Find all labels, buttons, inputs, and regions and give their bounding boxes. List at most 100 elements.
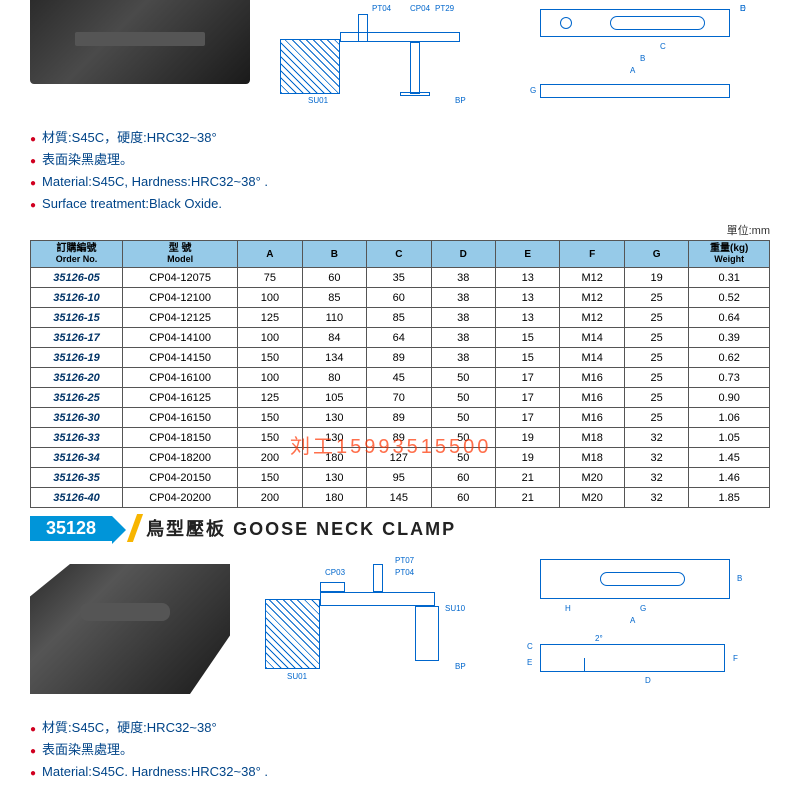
table-row: 35126-05CP04-120757560353813M12190.31 — [31, 268, 770, 288]
table-cell: M12 — [560, 308, 624, 328]
col-header: 訂購編號Order No. — [31, 241, 123, 268]
table-cell: 35126-40 — [31, 488, 123, 508]
table-cell: M16 — [560, 408, 624, 428]
dim-2deg: 2° — [595, 634, 603, 643]
table-cell: 25 — [624, 288, 688, 308]
table-cell: 35126-35 — [31, 468, 123, 488]
table-cell: 35126-30 — [31, 408, 123, 428]
table-cell: 17 — [495, 388, 559, 408]
label-cp04: CP04 — [410, 4, 430, 13]
table-cell: 13 — [495, 308, 559, 328]
table-cell: 32 — [624, 428, 688, 448]
dim-d2: D — [645, 676, 651, 685]
col-header: E — [495, 241, 559, 268]
table-cell: 25 — [624, 408, 688, 428]
table-cell: 85 — [302, 288, 366, 308]
dim-h: H — [565, 604, 571, 613]
table-cell: CP04-18150 — [123, 428, 238, 448]
table-cell: 145 — [367, 488, 431, 508]
product-photo-top — [30, 0, 250, 84]
table-cell: CP04-12075 — [123, 268, 238, 288]
table-cell: 89 — [367, 408, 431, 428]
bullet-item: 表面染黑處理。 — [30, 150, 770, 172]
table-cell: 38 — [431, 348, 495, 368]
dim-c2: C — [527, 642, 533, 651]
table-row: 35126-34CP04-182002001801275019M18321.45 — [31, 448, 770, 468]
bullet-item: Material:S45C. Hardness:HRC32~38° . — [30, 762, 770, 784]
table-cell: 35126-05 — [31, 268, 123, 288]
label-su01: SU01 — [308, 96, 328, 105]
table-cell: CP04-20200 — [123, 488, 238, 508]
table-cell: 64 — [367, 328, 431, 348]
table-cell: 45 — [367, 368, 431, 388]
table-row: 35126-19CP04-14150150134893815M14250.62 — [31, 348, 770, 368]
bottom-diagram-area: CP03 PT07 PT04 SU10 SU01 BP B H G A C E … — [230, 554, 770, 718]
table-cell: 35126-34 — [31, 448, 123, 468]
dim-g2: G — [640, 604, 646, 613]
table-cell: 50 — [431, 428, 495, 448]
table-cell: 85 — [367, 308, 431, 328]
label-bp-2: BP — [455, 662, 466, 671]
table-cell: 35126-17 — [31, 328, 123, 348]
table-cell: 130 — [302, 468, 366, 488]
table-cell: 1.06 — [689, 408, 770, 428]
table-cell: 1.85 — [689, 488, 770, 508]
dim-c: C — [660, 42, 666, 51]
table-cell: 180 — [302, 488, 366, 508]
spec-bullets-top: 材質:S45C，硬度:HRC32~38° 表面染黑處理。 Material:S4… — [0, 120, 800, 222]
table-cell: 134 — [302, 348, 366, 368]
dim-a2: A — [630, 616, 635, 625]
table-cell: 38 — [431, 268, 495, 288]
table-cell: 38 — [431, 308, 495, 328]
table-cell: 35126-20 — [31, 368, 123, 388]
table-cell: 200 — [238, 488, 302, 508]
dim-e2: E — [527, 658, 532, 667]
table-cell: M12 — [560, 288, 624, 308]
dimension-diagram-2: B H G A C E 2° F D — [525, 554, 755, 654]
dim-b: B — [640, 54, 645, 63]
table-cell: CP04-14100 — [123, 328, 238, 348]
table-cell: 35126-10 — [31, 288, 123, 308]
table-cell: 35126-25 — [31, 388, 123, 408]
bullet-item: Material:S45C, Hardness:HRC32~38° . — [30, 172, 770, 194]
label-pt29: PT29 — [435, 4, 454, 13]
table-cell: 95 — [367, 468, 431, 488]
table-cell: 21 — [495, 488, 559, 508]
table-row: 35126-35CP04-20150150130956021M20321.46 — [31, 468, 770, 488]
table-cell: 19 — [495, 428, 559, 448]
table-cell: 0.64 — [689, 308, 770, 328]
table-cell: CP04-14150 — [123, 348, 238, 368]
banner-accent — [127, 514, 143, 542]
label-cp03: CP03 — [325, 568, 345, 577]
table-cell: 75 — [238, 268, 302, 288]
table-row: 35126-20CP04-1610010080455017M16250.73 — [31, 368, 770, 388]
table-cell: M18 — [560, 428, 624, 448]
table-row: 35126-15CP04-12125125110853813M12250.64 — [31, 308, 770, 328]
table-cell: 25 — [624, 388, 688, 408]
col-header: D — [431, 241, 495, 268]
table-cell: 21 — [495, 468, 559, 488]
table-row: 35126-40CP04-202002001801456021M20321.85 — [31, 488, 770, 508]
table-cell: 50 — [431, 448, 495, 468]
table-cell: 0.73 — [689, 368, 770, 388]
table-cell: M20 — [560, 488, 624, 508]
table-cell: 125 — [238, 388, 302, 408]
table-cell: M18 — [560, 448, 624, 468]
banner-code: 35128 — [30, 516, 112, 541]
section-banner: 35128 鳥型壓板 GOOSE NECK CLAMP — [30, 514, 770, 542]
table-cell: M16 — [560, 368, 624, 388]
table-cell: 25 — [624, 368, 688, 388]
dim-f: F — [733, 654, 738, 663]
table-row: 35126-33CP04-18150150130895019M18321.05 — [31, 428, 770, 448]
table-cell: M14 — [560, 328, 624, 348]
table-cell: 84 — [302, 328, 366, 348]
table-cell: 60 — [431, 468, 495, 488]
table-cell: 32 — [624, 448, 688, 468]
col-header: G — [624, 241, 688, 268]
label-su01-2: SU01 — [287, 672, 307, 681]
table-cell: 150 — [238, 348, 302, 368]
top-diagram-area: PT04 CP04 PT29 SU01 BP E D C B A G — [250, 4, 770, 120]
table-cell: 1.45 — [689, 448, 770, 468]
table-cell: 0.31 — [689, 268, 770, 288]
table-cell: 100 — [238, 328, 302, 348]
